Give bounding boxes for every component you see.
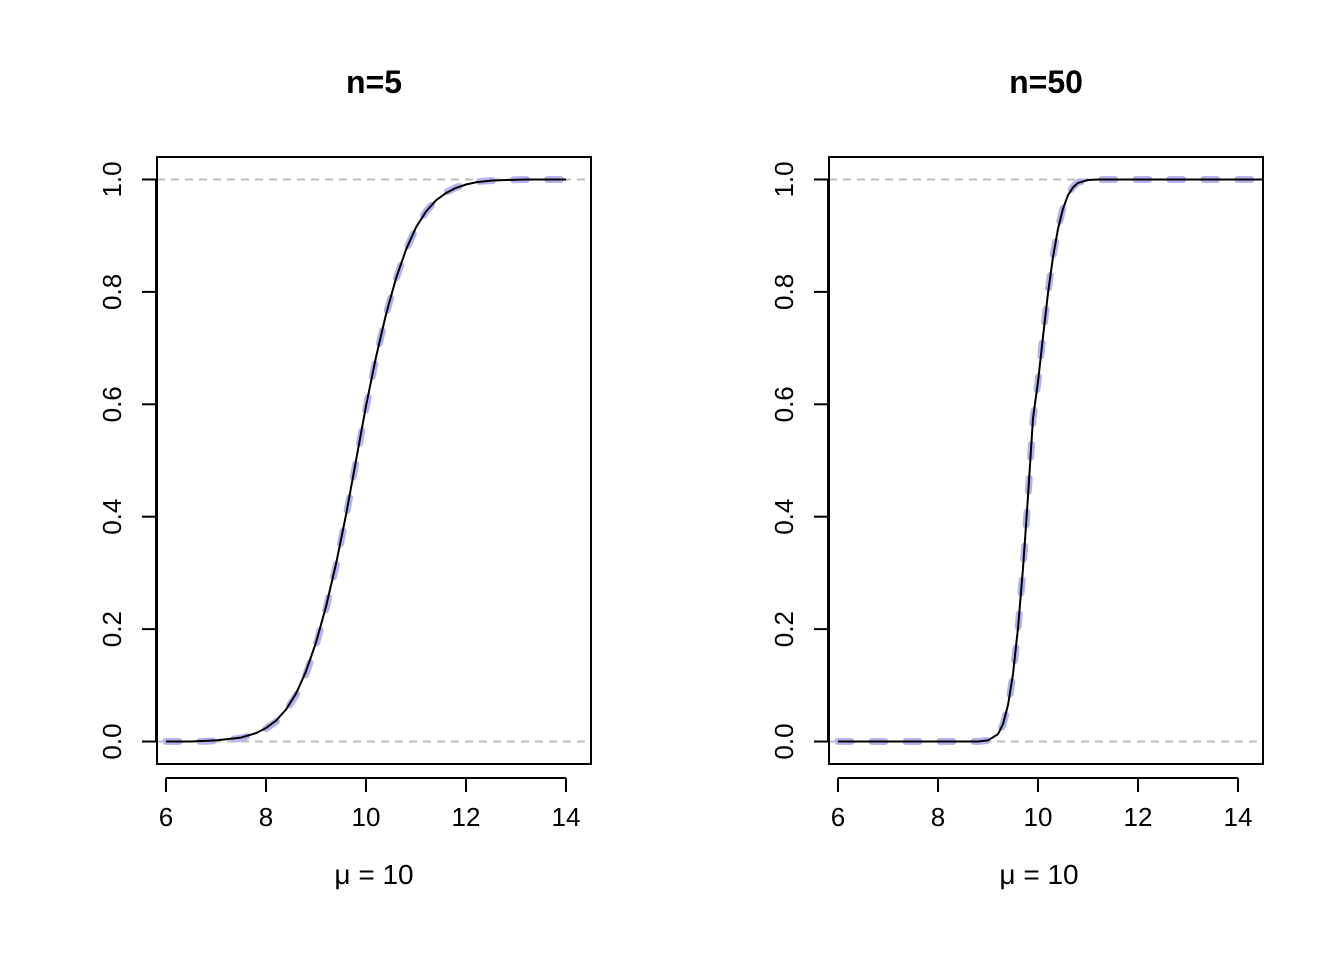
x-tick-label: 6 [159, 802, 173, 832]
chart-title: n=5 [346, 64, 402, 100]
x-tick-label: 10 [1024, 802, 1053, 832]
x-tick-label: 10 [352, 802, 381, 832]
x-tick-label: 12 [1124, 802, 1153, 832]
y-tick-label: 0.0 [97, 723, 127, 759]
series-line-dashed [834, 176, 1267, 745]
plot-frame [156, 156, 592, 765]
plot-frame [828, 156, 1264, 765]
x-tick-label: 8 [259, 802, 273, 832]
series-line-solid [838, 178, 1263, 743]
chart-title: n=50 [1009, 64, 1083, 100]
y-tick-label: 0.2 [97, 611, 127, 647]
x-tick-label: 12 [452, 802, 481, 832]
y-tick-label: 0.6 [97, 386, 127, 422]
y-tick-label: 0.0 [769, 723, 799, 759]
y-tick-label: 0.4 [97, 499, 127, 535]
x-tick-label: 14 [1224, 802, 1253, 832]
panel-n50: n=50 μ = 10 6 8 10 12 14 0.0 0.2 0.4 0.6 0.8 1.0 [769, 64, 1267, 890]
x-tick-label: 14 [552, 802, 581, 832]
x-axis-label: μ = 10 [334, 859, 413, 890]
series-line-dashed [162, 176, 570, 745]
y-tick-label: 1.0 [769, 161, 799, 197]
y-tick-label: 0.8 [769, 274, 799, 310]
series-line-solid [166, 178, 566, 743]
y-tick-label: 0.8 [97, 274, 127, 310]
y-tick-label: 0.6 [769, 386, 799, 422]
x-tick-label: 8 [931, 802, 945, 832]
y-tick-label: 0.4 [769, 499, 799, 535]
y-tick-label: 0.2 [769, 611, 799, 647]
y-tick-label: 1.0 [97, 161, 127, 197]
x-axis-label: μ = 10 [999, 859, 1078, 890]
x-tick-label: 6 [831, 802, 845, 832]
panel-n5: n=5 μ = 10 6 8 10 12 14 0.0 0.2 0.4 0.6 0.8 1.0 [97, 64, 592, 890]
